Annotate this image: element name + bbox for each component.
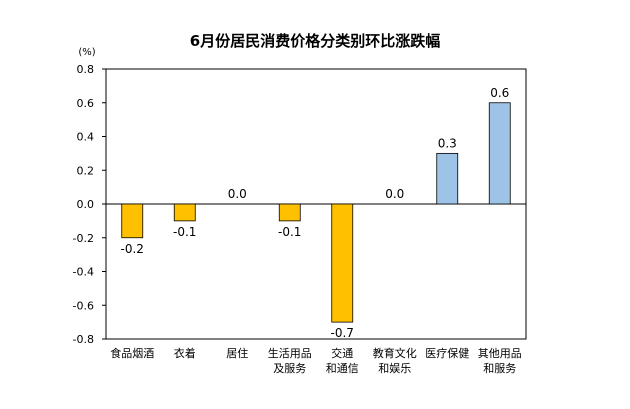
y-tick-label: -0.2 bbox=[73, 232, 94, 245]
x-category-label: 及服务 bbox=[273, 362, 306, 375]
y-tick-label: 0.0 bbox=[77, 198, 95, 211]
bars bbox=[121, 102, 511, 323]
x-category-label: 食品烟酒 bbox=[110, 346, 154, 360]
x-category-label: 和服务 bbox=[483, 362, 516, 375]
bar-7 bbox=[436, 152, 459, 205]
data-labels: -0.2 -0.1 0.0 -0.1 -0.7 0.0 0.3 0.6 bbox=[121, 86, 510, 340]
data-label: 0.0 bbox=[385, 187, 404, 201]
y-tick-label: -0.4 bbox=[73, 266, 94, 279]
data-label: 0.3 bbox=[438, 136, 457, 150]
data-label: 0.6 bbox=[490, 86, 509, 100]
x-category-label: 居住 bbox=[226, 346, 248, 360]
bar-1 bbox=[121, 203, 144, 239]
data-label: -0.7 bbox=[331, 326, 354, 340]
x-category-label: 交通 bbox=[331, 346, 353, 360]
y-tick-label: 0.8 bbox=[77, 63, 95, 76]
data-label: -0.1 bbox=[278, 225, 301, 239]
data-label: -0.1 bbox=[173, 225, 196, 239]
x-category-label: 生活用品 bbox=[268, 346, 312, 360]
y-tick-label: 0.6 bbox=[77, 97, 95, 110]
bar-2 bbox=[173, 203, 196, 222]
y-axis: 0.8 0.6 0.4 0.2 0.0 -0.2 -0.4 -0.6 -0.8 bbox=[73, 63, 106, 346]
bar-5 bbox=[331, 203, 354, 323]
x-category-label: 和通信 bbox=[326, 362, 359, 375]
y-tick-label: -0.8 bbox=[73, 333, 94, 346]
y-unit-label: (%) bbox=[78, 47, 95, 58]
bar-4 bbox=[278, 203, 301, 222]
y-tick-label: -0.6 bbox=[73, 299, 94, 312]
data-label: -0.2 bbox=[121, 242, 144, 256]
x-category-label: 衣着 bbox=[174, 346, 196, 360]
y-tick-label: 0.4 bbox=[77, 131, 95, 144]
x-category-label: 和娱乐 bbox=[378, 361, 411, 375]
x-category-label: 其他用品 bbox=[478, 347, 522, 360]
data-label: 0.0 bbox=[228, 187, 247, 201]
x-category-label: 教育文化 bbox=[373, 346, 417, 360]
x-category-label: 医疗保健 bbox=[425, 346, 469, 360]
y-tick-label: 0.2 bbox=[77, 164, 95, 177]
bar-8 bbox=[488, 102, 511, 205]
chart-title: 6月份居民消费价格分类别环比涨跌幅 bbox=[190, 32, 440, 50]
plot-frame bbox=[105, 68, 527, 340]
